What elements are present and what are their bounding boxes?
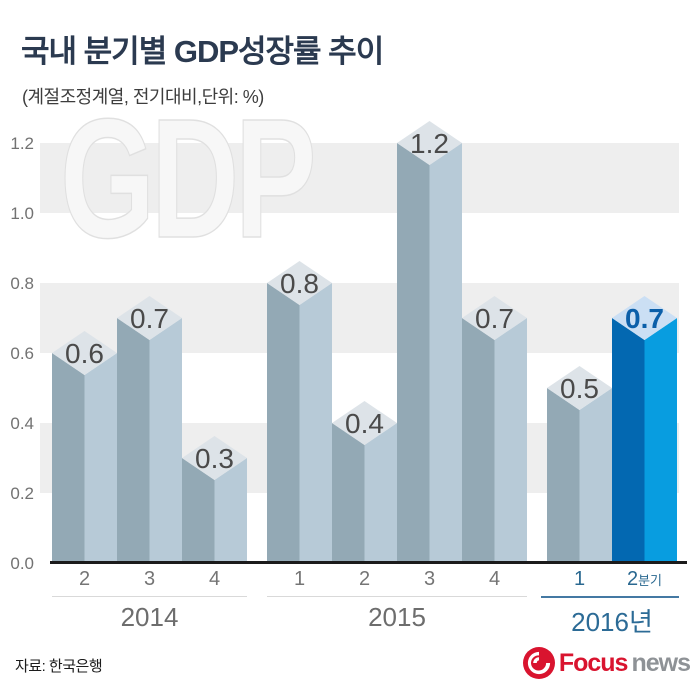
bar-left-face [267, 283, 300, 563]
bar-top-diamond [462, 296, 527, 340]
x-axis-quarter-label: 2분기 [626, 568, 663, 590]
gdp-watermark: GDP [59, 84, 317, 274]
bar-top-diamond [182, 436, 247, 480]
bar-left-face [612, 318, 645, 563]
bar-left-face [52, 353, 85, 563]
page-title: 국내 분기별 GDP성장률 추이 [21, 34, 384, 69]
bar-2015-q3: 1.2 [397, 121, 462, 563]
focus-swirl-icon [522, 647, 555, 679]
year-label: 2016년 [571, 607, 653, 637]
bar-2014-q3: 0.7 [117, 296, 182, 563]
bar-top-diamond [397, 121, 462, 165]
y-axis-label: 0.2 [10, 484, 34, 503]
logo-focus-text: Focus [558, 649, 629, 677]
bar-2016-q2: 0.7 [612, 296, 677, 563]
bar-right-face [494, 318, 527, 563]
bar-top-diamond [267, 261, 332, 305]
focusnews-logo: Focus news [522, 647, 691, 679]
bar-left-face [462, 318, 495, 563]
bar-left-face [182, 458, 215, 563]
year-divider-line [52, 596, 247, 597]
x-axis-quarter-label: 2 [358, 568, 371, 590]
bar-right-face [364, 423, 397, 563]
y-axis-label: 0.0 [10, 554, 34, 573]
bar-value-label: 1.2 [410, 128, 449, 159]
year-divider-line [541, 596, 679, 598]
bar-value-label: 0.7 [130, 303, 169, 334]
bar-2016-q1: 0.5 [547, 366, 612, 563]
source-label: 자료: 한국은행 [15, 658, 103, 675]
bar-left-face [397, 143, 430, 563]
bar-right-face [149, 318, 182, 563]
x-axis-quarter-label: 4 [488, 568, 501, 590]
bar-2014-q4: 0.3 [182, 436, 247, 563]
bar-right-face [84, 353, 117, 563]
x-axis-quarter-label: 1 [573, 568, 586, 590]
y-axis-label: 0.6 [10, 344, 34, 363]
bar-left-face [117, 318, 150, 563]
bar-right-face [429, 143, 462, 563]
bar-right-face [579, 388, 612, 563]
bar-2015-q1: 0.8 [267, 261, 332, 563]
bar-2014-q2: 0.6 [52, 331, 117, 563]
logo-news-text: news [631, 649, 691, 677]
year-label: 2014 [120, 602, 179, 632]
x-axis-quarter-label: 2 [78, 568, 91, 590]
x-axis-quarter-label: 1 [293, 568, 306, 590]
bar-value-label: 0.4 [345, 408, 384, 439]
year-divider-line [267, 596, 527, 597]
bar-value-label: 0.3 [195, 443, 234, 474]
bar-left-face [332, 423, 365, 563]
bar-top-diamond [117, 296, 182, 340]
y-axis-label: 1.0 [10, 204, 34, 223]
y-axis-label: 0.4 [10, 414, 34, 433]
bar-value-label: 0.6 [65, 338, 104, 369]
y-axis-label: 1.2 [10, 134, 34, 153]
x-axis-quarter-label: 3 [143, 568, 156, 590]
bar-top-diamond [332, 401, 397, 445]
bar-value-label: 0.5 [560, 373, 599, 404]
bar-right-face [644, 318, 677, 563]
bar-value-label: 0.8 [280, 268, 319, 299]
bar-value-label: 0.7 [625, 303, 664, 334]
grid-band [40, 143, 679, 213]
x-axis-quarter-label: 3 [423, 568, 436, 590]
page-subtitle: (계절조정계열, 전기대비,단위: %) [22, 87, 264, 107]
bar-top-diamond [547, 366, 612, 410]
bar-right-face [214, 458, 247, 563]
bar-2015-q2: 0.4 [332, 401, 397, 563]
year-label: 2015 [368, 602, 426, 632]
bar-2015-q4: 0.7 [462, 296, 527, 563]
x-axis-line [50, 561, 687, 564]
bar-left-face [547, 388, 580, 563]
bar-top-diamond [612, 296, 677, 340]
quarter-suffix: 분기 [638, 573, 663, 588]
x-axis-quarter-label: 4 [208, 568, 221, 590]
y-axis-label: 0.8 [10, 274, 34, 293]
bar-right-face [299, 283, 332, 563]
bar-value-label: 0.7 [475, 303, 514, 334]
bar-top-diamond [52, 331, 117, 375]
